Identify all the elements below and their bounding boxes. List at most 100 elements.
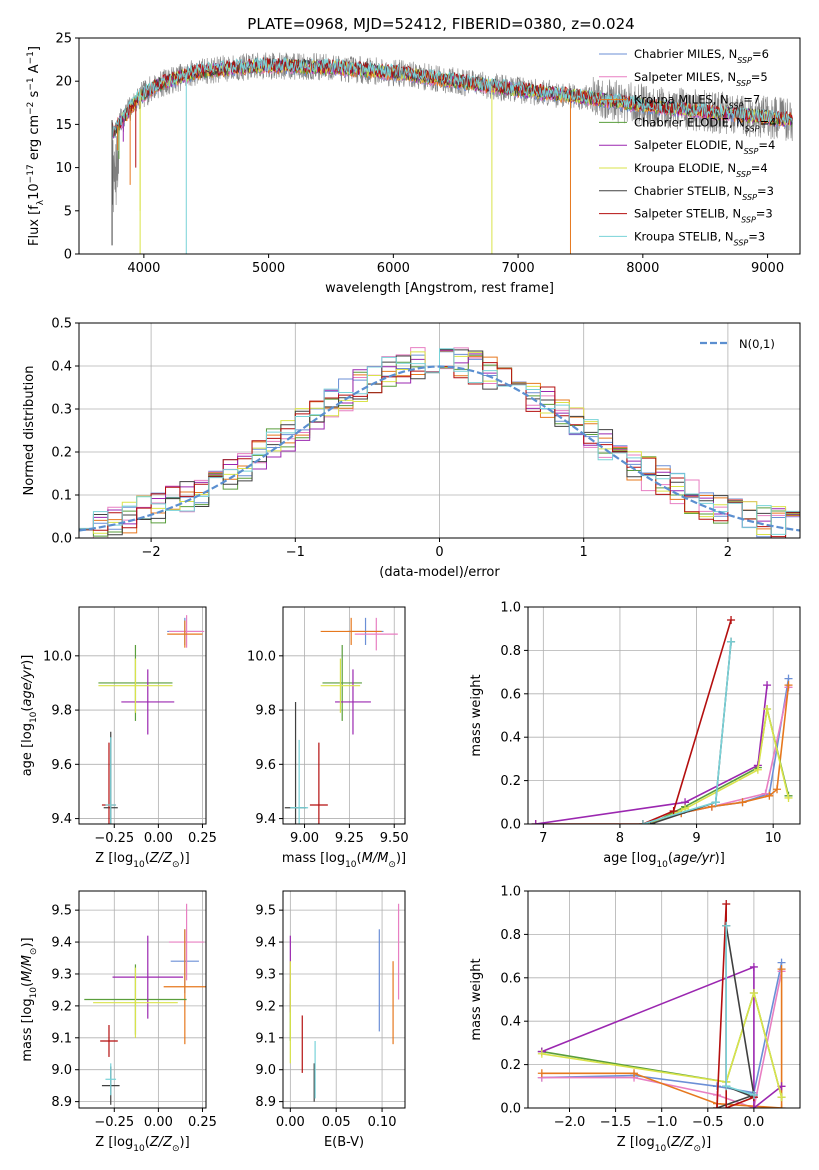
y-tick-label: 9.6 [51, 758, 72, 773]
y-tick-label: 15 [55, 118, 72, 133]
y-tick-label: 9.4 [255, 936, 276, 951]
model-spectrum-8 [111, 56, 793, 138]
legend: Chabrier MILES, NSSP=6 Salpeter MILES, NS… [599, 47, 776, 247]
x-tick-label: 2 [724, 545, 732, 560]
y-tick-label: 0.0 [51, 532, 72, 547]
axes-frame [78, 322, 801, 539]
legend-entry-label: Salpeter ELODIE, NSSP=4 [634, 138, 775, 156]
massweight-marker [727, 616, 736, 625]
y-tick-label: 0.4 [51, 360, 72, 375]
plot-area-massweight_vs_age [528, 607, 800, 824]
y-tick-label: 0.2 [500, 774, 521, 789]
axes-frame [78, 890, 207, 1109]
y-tick-label: 9.8 [51, 704, 72, 719]
x-tick-label: 9.50 [380, 831, 409, 846]
panel-spectrum: 4000 5000 6000 7000 8000 9000 0 5 10 15 20 25 wavele… [26, 32, 801, 296]
x-axis-label: E(B-V) [324, 1135, 364, 1150]
massweight-marker [713, 1104, 722, 1108]
axes-frame [282, 890, 406, 1109]
massweight-marker [722, 1104, 731, 1108]
massweight-line-1 [535, 687, 790, 824]
y-tick-label: 9.5 [51, 904, 72, 919]
massweight-marker [763, 704, 772, 713]
y-tick-label: 0.0 [500, 1102, 521, 1117]
x-tick-label: 0.0 [744, 1115, 765, 1130]
axes-frame [78, 606, 207, 825]
massweight-line-0 [535, 678, 790, 824]
x-tick-label: 7 [539, 831, 547, 846]
figure-title: PLATE=0968, MJD=52412, FIBERID=0380, z=0… [247, 15, 634, 33]
y-tick-label: 9.4 [255, 812, 276, 827]
legend-entry-label: Chabrier MILES, NSSP=6 [634, 47, 769, 65]
y-tick-label: 9.1 [255, 1031, 276, 1046]
plot-area-spectrum [111, 52, 793, 254]
massweight-marker [711, 798, 720, 807]
massweight-marker [738, 798, 747, 807]
y-tick-label: 0 [64, 248, 72, 263]
x-tick-label: 0.00 [144, 1115, 173, 1130]
model-spectrum-7 [111, 56, 793, 137]
massweight-marker [753, 765, 762, 774]
axes-frame [282, 606, 406, 825]
panel-age_vs_Z: −0.25 0.00 0.25 9.4 9.6 9.8 10.0 Z [log10(Z/Z⊙)… [20, 606, 217, 870]
x-tick-label: 6000 [377, 261, 410, 276]
legend-entry-label: Kroupa STELIB, NSSP=3 [634, 229, 765, 247]
massweight-marker [537, 1049, 546, 1058]
x-tick-label: 0.10 [368, 1115, 397, 1130]
massweight-marker [638, 820, 647, 824]
panel-residuals: −2 −1 0 1 2 0.0 0.1 0.2 0.3 0.4 0.5 (data-model)/er… [22, 317, 801, 580]
massweight-marker [713, 1082, 722, 1091]
x-tick-label: 1 [580, 545, 588, 560]
panel-mass_vs_EBV: 0.00 0.05 0.10 8.9 9.0 9.1 9.2 9.3 9.4 9.5 E(B-V) [255, 890, 406, 1150]
massweight-line-4 [541, 965, 783, 1108]
x-axis-label: Z [log10(Z/Z⊙)] [95, 1135, 189, 1154]
y-axis-label: Flux [fλ10−17 erg cm−2 s−1 A−1] [26, 46, 46, 246]
x-tick-label: 9.00 [290, 831, 319, 846]
y-tick-label: 0.1 [51, 489, 72, 504]
y-axis-label: mass weight [469, 674, 484, 756]
massweight-line-8 [642, 641, 732, 824]
y-tick-label: 9.5 [255, 904, 276, 919]
x-tick-label: 10 [765, 831, 782, 846]
massweight-marker [537, 1069, 546, 1078]
massweight-marker [749, 962, 758, 971]
x-tick-label: 0 [435, 545, 443, 560]
y-tick-label: 0.5 [51, 317, 72, 332]
y-tick-label: 10 [55, 161, 72, 176]
massweight-marker [531, 820, 540, 824]
x-axis-label: mass [log10(M/M⊙)] [282, 851, 406, 870]
y-tick-label: 9.2 [51, 999, 72, 1014]
y-tick-label: 0.4 [500, 731, 521, 746]
y-axis-label: age [log10(age/yr)] [20, 655, 39, 777]
x-tick-label: 8000 [626, 261, 659, 276]
x-axis-label: wavelength [Angstrom, rest frame] [325, 281, 554, 296]
x-tick-label: −0.25 [94, 1115, 134, 1130]
x-tick-label: −0.5 [692, 1115, 724, 1130]
x-tick-label: 4000 [127, 261, 160, 276]
x-tick-label: −1 [286, 545, 305, 560]
axes-frame [527, 890, 801, 1109]
x-axis-label: Z [log10(Z/Z⊙)] [617, 1135, 711, 1154]
y-tick-label: 0.3 [51, 403, 72, 418]
y-tick-label: 9.4 [51, 936, 72, 951]
panel-massweight_vs_age: 7 8 9 10 0.0 0.2 0.4 0.6 0.8 1.0 age [log10(age/yr… [469, 601, 801, 870]
x-tick-label: 8 [616, 831, 624, 846]
y-tick-label: 9.3 [255, 967, 276, 982]
plot-area-mass_vs_Z [79, 891, 206, 1108]
x-tick-label: −0.25 [94, 831, 134, 846]
y-tick-label: 10.0 [43, 649, 72, 664]
x-tick-label: 5000 [252, 261, 285, 276]
x-tick-label: −1.0 [646, 1115, 678, 1130]
y-tick-label: 9.1 [51, 1031, 72, 1046]
massweight-marker [765, 791, 774, 800]
y-tick-label: 0.6 [500, 687, 521, 702]
y-tick-label: 5 [64, 204, 72, 219]
x-tick-label: 7000 [502, 261, 535, 276]
histogram-series-8 [79, 348, 800, 535]
x-tick-label: −2 [142, 545, 161, 560]
y-tick-label: 25 [55, 32, 72, 47]
massweight-line-5 [541, 990, 783, 1098]
massweight-marker [722, 921, 731, 930]
y-tick-label: 0.0 [500, 818, 521, 833]
